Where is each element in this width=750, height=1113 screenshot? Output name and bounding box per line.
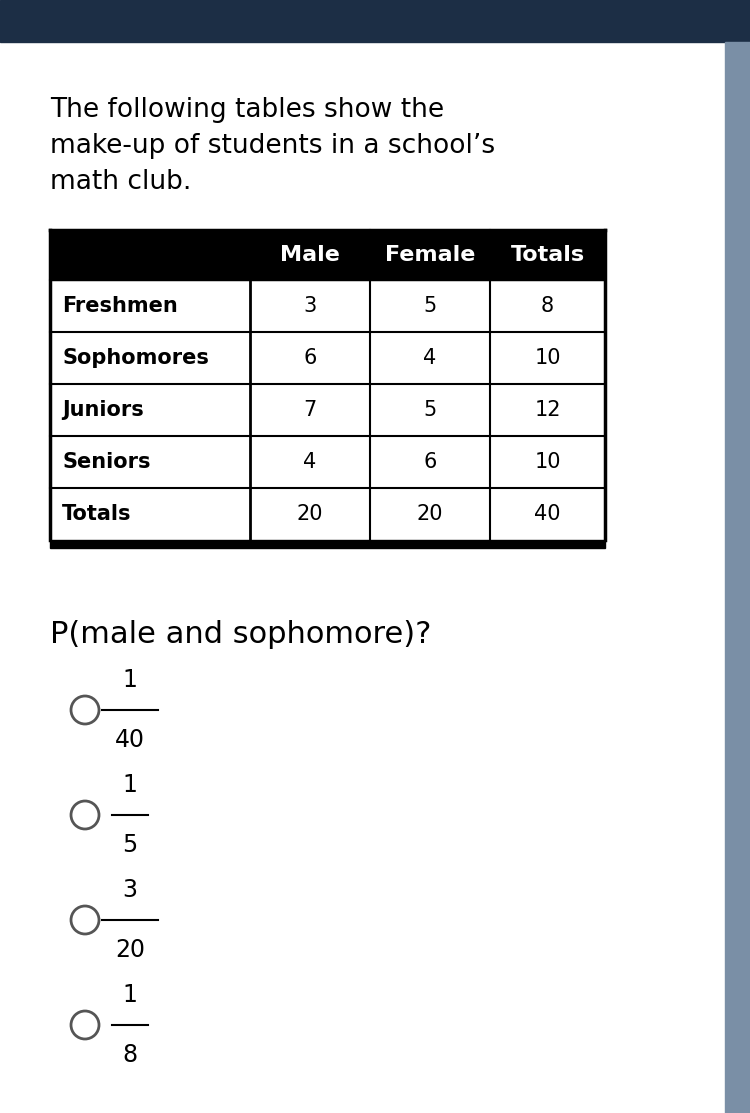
Text: 8: 8 <box>541 296 554 316</box>
Bar <box>50 230 605 280</box>
Text: Freshmen: Freshmen <box>62 296 178 316</box>
Text: 10: 10 <box>534 452 561 472</box>
Text: 5: 5 <box>423 400 436 420</box>
Text: 20: 20 <box>297 504 323 524</box>
Bar <box>50 540 605 548</box>
Text: 5: 5 <box>122 833 138 857</box>
Text: Totals: Totals <box>511 245 584 265</box>
Text: Male: Male <box>280 245 340 265</box>
Text: 1: 1 <box>122 983 137 1007</box>
Text: 1: 1 <box>122 668 137 692</box>
Text: 3: 3 <box>122 878 137 902</box>
Bar <box>0 0 750 42</box>
Text: 40: 40 <box>534 504 561 524</box>
Bar <box>725 42 750 1113</box>
Text: Totals: Totals <box>62 504 131 524</box>
Text: P(male and sophomore)?: P(male and sophomore)? <box>50 620 431 649</box>
Text: 4: 4 <box>423 348 436 368</box>
Text: Juniors: Juniors <box>62 400 144 420</box>
Text: Sophomores: Sophomores <box>62 348 208 368</box>
Text: 4: 4 <box>303 452 316 472</box>
Text: 12: 12 <box>534 400 561 420</box>
Text: 20: 20 <box>115 938 145 962</box>
Text: 8: 8 <box>122 1043 137 1067</box>
Text: Female: Female <box>385 245 476 265</box>
Text: 1: 1 <box>122 774 137 797</box>
Text: 40: 40 <box>115 728 145 752</box>
Text: 6: 6 <box>423 452 436 472</box>
Text: 10: 10 <box>534 348 561 368</box>
Text: Seniors: Seniors <box>62 452 151 472</box>
Text: 3: 3 <box>303 296 316 316</box>
Text: 7: 7 <box>303 400 316 420</box>
Text: 6: 6 <box>303 348 316 368</box>
Text: 5: 5 <box>423 296 436 316</box>
Text: 20: 20 <box>417 504 443 524</box>
Text: The following tables show the
make-up of students in a school’s
math club.: The following tables show the make-up of… <box>50 97 495 195</box>
